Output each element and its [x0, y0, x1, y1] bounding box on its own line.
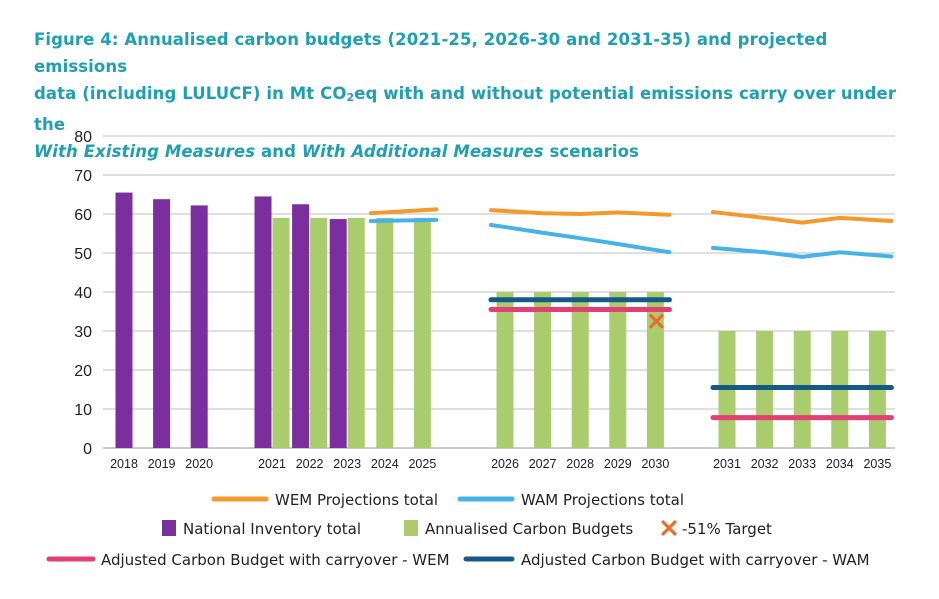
bar-budget-2026	[496, 292, 514, 448]
bar-budget-2022	[310, 217, 328, 448]
legend-budget-label: Annualised Carbon Budgets	[425, 520, 633, 538]
wem-line-2031	[711, 210, 894, 225]
y-tick-label: 10	[74, 402, 92, 419]
title-subscript: 2	[346, 91, 355, 104]
y-tick-label: 0	[83, 441, 92, 458]
title-line-3-post: scenarios	[543, 142, 639, 161]
x-tick-label: 2026	[491, 457, 519, 471]
title-line-2-post: eq with and without potential emissions …	[34, 84, 897, 134]
legend-national-label: National Inventory total	[183, 520, 361, 538]
x-tick-label: 2023	[333, 457, 361, 471]
x-axis-ticks: 2018 2019 2020 2021 2022 2023 2024 2025 2026 2027…	[110, 457, 891, 471]
bar-budget-2030	[646, 292, 664, 448]
bar-budget-2024	[376, 217, 394, 448]
bar-national-2019	[153, 199, 171, 448]
x-tick-label: 2033	[788, 457, 816, 471]
bar-budget-2028	[571, 292, 589, 448]
legend-target-label: -51% Target	[682, 520, 772, 538]
target-marker	[649, 314, 664, 329]
title-and: and	[255, 142, 302, 161]
x-tick-label: 2032	[751, 457, 779, 471]
bar-national-2022	[292, 204, 310, 448]
x-tick-label: 2020	[185, 457, 213, 471]
wem-line-2024	[368, 207, 439, 216]
legend: WEM Projections total WAM Projections to…	[46, 491, 870, 569]
x-tick-label: 2035	[863, 457, 891, 471]
bar-budget-2025	[413, 217, 431, 448]
title-wem-italic: With Existing Measures	[34, 142, 256, 161]
title-line-1: Figure 4: Annualised carbon budgets (202…	[34, 30, 828, 76]
legend-adj-wam-label: Adjusted Carbon Budget with carryover - …	[521, 551, 870, 569]
y-tick-label: 80	[74, 129, 92, 146]
y-tick-label: 60	[74, 207, 92, 224]
bar-national-2020	[190, 205, 208, 448]
x-tick-label: 2021	[258, 457, 286, 471]
y-tick-label: 30	[74, 324, 92, 341]
bar-national-2023	[329, 219, 347, 448]
bars	[115, 192, 886, 448]
x-tick-label: 2027	[529, 457, 557, 471]
title-wam-italic: With Additional Measures	[301, 142, 544, 161]
bar-budget-2021	[272, 217, 290, 448]
x-tick-label: 2034	[826, 457, 854, 471]
x-tick-label: 2028	[566, 457, 594, 471]
x-tick-label: 2029	[604, 457, 632, 471]
wem-line-2026	[489, 208, 672, 217]
y-tick-label: 70	[74, 168, 92, 185]
y-axis-ticks: 0 10 20 30 40 50 60 70 80	[74, 129, 92, 458]
projection-lines	[368, 207, 894, 421]
x-tick-label: 2018	[110, 457, 138, 471]
x-tick-label: 2025	[408, 457, 436, 471]
x-tick-label: 2024	[371, 457, 399, 471]
legend-wem-label: WEM Projections total	[275, 491, 438, 509]
wam-line-2024	[368, 217, 439, 224]
x-tick-label: 2030	[641, 457, 669, 471]
legend-national-swatch	[162, 520, 176, 536]
bar-budget-2023	[347, 217, 365, 448]
bar-budget-2029	[609, 292, 627, 448]
x-tick-label: 2019	[148, 457, 176, 471]
y-tick-label: 40	[74, 285, 92, 302]
x-tick-label: 2022	[296, 457, 324, 471]
legend-budget-swatch	[404, 520, 418, 536]
wam-line-2026	[489, 222, 672, 255]
y-tick-label: 50	[74, 246, 92, 263]
title-line-2-pre: data (including LULUCF) in Mt CO	[34, 84, 347, 103]
legend-adj-wem-label: Adjusted Carbon Budget with carryover - …	[101, 551, 450, 569]
bar-budget-2027	[534, 292, 552, 448]
bar-national-2018	[115, 192, 133, 448]
wam-line-2031	[711, 245, 894, 259]
x-tick-label: 2031	[713, 457, 741, 471]
y-tick-label: 20	[74, 363, 92, 380]
figure-title: Figure 4: Annualised carbon budgets (202…	[34, 26, 924, 165]
legend-wam-label: WAM Projections total	[521, 491, 684, 509]
bar-national-2021	[254, 196, 272, 448]
legend-target-swatch	[661, 520, 677, 536]
